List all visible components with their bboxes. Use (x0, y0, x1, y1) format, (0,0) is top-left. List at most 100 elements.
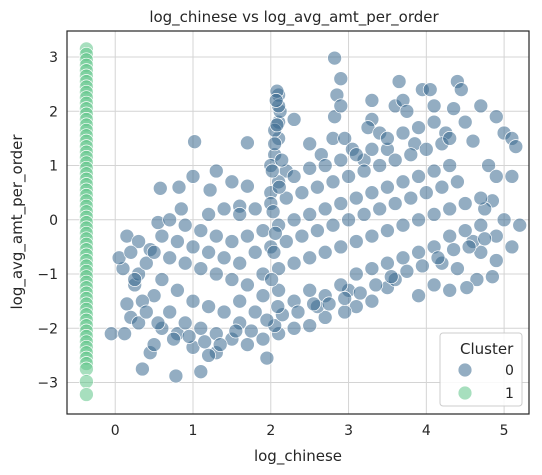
scatter-point-cluster-0 (270, 299, 286, 314)
scatter-point-cluster-0 (395, 217, 411, 233)
scatter-point-cluster-0 (290, 304, 306, 320)
scatter-point-cluster-0 (387, 196, 403, 211)
scatter-point-cluster-0 (348, 147, 364, 163)
scatter-point-cluster-0 (224, 174, 240, 190)
scatter-point-cluster-0 (418, 185, 434, 201)
scatter-point-cluster-0 (380, 223, 395, 238)
scatter-point-cluster-0 (333, 152, 349, 168)
x-tick-label: 3 (344, 423, 353, 439)
scatter-point-cluster-0 (265, 204, 281, 220)
scatter-point-cluster-0 (166, 331, 181, 347)
y-tick-labels: −3 −2 −1 0 1 2 3 (37, 50, 58, 391)
scatter-point-cluster-0 (278, 190, 294, 206)
scatter-point-cluster-0 (162, 304, 178, 320)
scatter-point-cluster-0 (508, 139, 524, 154)
scatter-point-cluster-0 (348, 190, 364, 206)
scatter-point-cluster-0 (380, 131, 395, 146)
scatter-point-cluster-0 (411, 288, 426, 304)
scatter-point-cluster-0 (302, 250, 318, 266)
scatter-point-cluster-0 (286, 255, 302, 271)
scatter-point-cluster-0 (271, 282, 286, 298)
scatter-point-cluster-0 (193, 223, 209, 238)
scatter-point-cluster-0 (170, 234, 185, 249)
scatter-point-cluster-0 (302, 207, 318, 222)
scatter-point-cluster-0 (264, 272, 279, 287)
scatter-point-cluster-0 (286, 320, 302, 336)
scatter-point-cluster-0 (399, 103, 415, 119)
scatter-point-cluster-0 (485, 269, 500, 285)
scatter-point-cluster-0 (446, 242, 461, 257)
scatter-point-cluster-0 (457, 196, 473, 211)
x-tick-label: 0 (111, 423, 120, 439)
scatter-point-cluster-0 (268, 93, 284, 108)
scatter-point-cluster-0 (247, 201, 263, 217)
scatter-point-cluster-0 (411, 169, 426, 184)
scatter-point-cluster-0 (348, 266, 364, 282)
scatter-point-cluster-0 (216, 250, 232, 266)
scatter-point-cluster-0 (286, 169, 302, 184)
scatter-point-cluster-0 (415, 258, 430, 274)
scatter-point-cluster-0 (264, 163, 280, 179)
scatter-point-cluster-0 (403, 190, 419, 206)
scatter-point-cluster-0 (399, 263, 415, 279)
y-tick-label: −2 (37, 321, 58, 337)
scatter-point-cluster-0 (208, 228, 224, 244)
scatter-point-cluster-0 (442, 158, 458, 173)
scatter-point-cluster-0 (255, 223, 271, 238)
scatter-point-cluster-0 (325, 217, 341, 233)
scatter-point-cluster-0 (185, 169, 201, 184)
scatter-point-cluster-0 (430, 250, 446, 266)
scatter-point-cluster-0 (450, 174, 465, 190)
scatter-point-cluster-0 (181, 329, 197, 344)
scatter-point-cluster-0 (426, 277, 442, 293)
scatter-point-cluster-0 (201, 244, 216, 260)
scatter-point-cluster-0 (457, 114, 473, 130)
x-tick-label: 5 (500, 423, 509, 439)
scatter-point-cluster-0 (135, 361, 150, 377)
scatter-point-cluster-0 (216, 304, 232, 320)
scatter-point-cluster-0 (380, 179, 395, 195)
scatter-point-cluster-0 (403, 147, 419, 163)
scatter-point-cluster-0 (173, 201, 189, 217)
scatter-point-cluster-0 (193, 261, 209, 276)
scatter-point-cluster-0 (481, 158, 496, 173)
scatter-point-cluster-0 (202, 182, 218, 198)
scatter-point-cluster-0 (131, 315, 146, 331)
scatter-point-cluster-1 (79, 387, 94, 402)
scatter-point-cluster-1 (79, 374, 94, 389)
y-tick-label: 2 (49, 104, 58, 120)
scatter-point-cluster-0 (193, 364, 209, 380)
scatter-point-cluster-0 (302, 160, 318, 176)
scatter-point-cluster-0 (212, 337, 228, 352)
scatter-point-cluster-0 (477, 231, 493, 247)
scatter-point-cluster-0 (473, 190, 489, 206)
scatter-point-cluster-0 (364, 185, 380, 201)
scatter-point-cluster-0 (317, 310, 333, 325)
scatter-point-cluster-0 (411, 212, 426, 228)
scatter-point-cluster-0 (228, 323, 244, 339)
scatter-point-cluster-0 (337, 304, 353, 320)
scatter-point-cluster-0 (504, 169, 520, 184)
scatter-point-cluster-0 (333, 196, 349, 211)
scatter-point-cluster-0 (247, 304, 263, 320)
scatter-point-cluster-0 (201, 348, 216, 363)
scatter-point-cluster-0 (395, 125, 411, 141)
scatter-point-cluster-0 (337, 131, 353, 146)
scatter-point-cluster-0 (356, 207, 372, 222)
scatter-point-cluster-0 (177, 255, 193, 271)
scatter-point-cluster-0 (302, 318, 318, 333)
scatter-point-cluster-0 (453, 82, 469, 97)
scatter-point-cluster-0 (426, 98, 442, 114)
scatter-point-cluster-0 (387, 152, 403, 168)
scatter-point-cluster-0 (372, 201, 388, 217)
scatter-point-cluster-0 (271, 179, 287, 195)
scatter-point-cluster-0 (411, 120, 426, 135)
scatter-point-cluster-0 (310, 179, 325, 195)
scatter-point-cluster-0 (154, 228, 170, 244)
scatter-point-cluster-0 (232, 255, 248, 271)
scatter-point-cluster-0 (442, 228, 458, 244)
scatter-points (79, 41, 528, 402)
scatter-point-cluster-0 (461, 239, 477, 255)
scatter-point-cluster-0 (271, 261, 286, 276)
